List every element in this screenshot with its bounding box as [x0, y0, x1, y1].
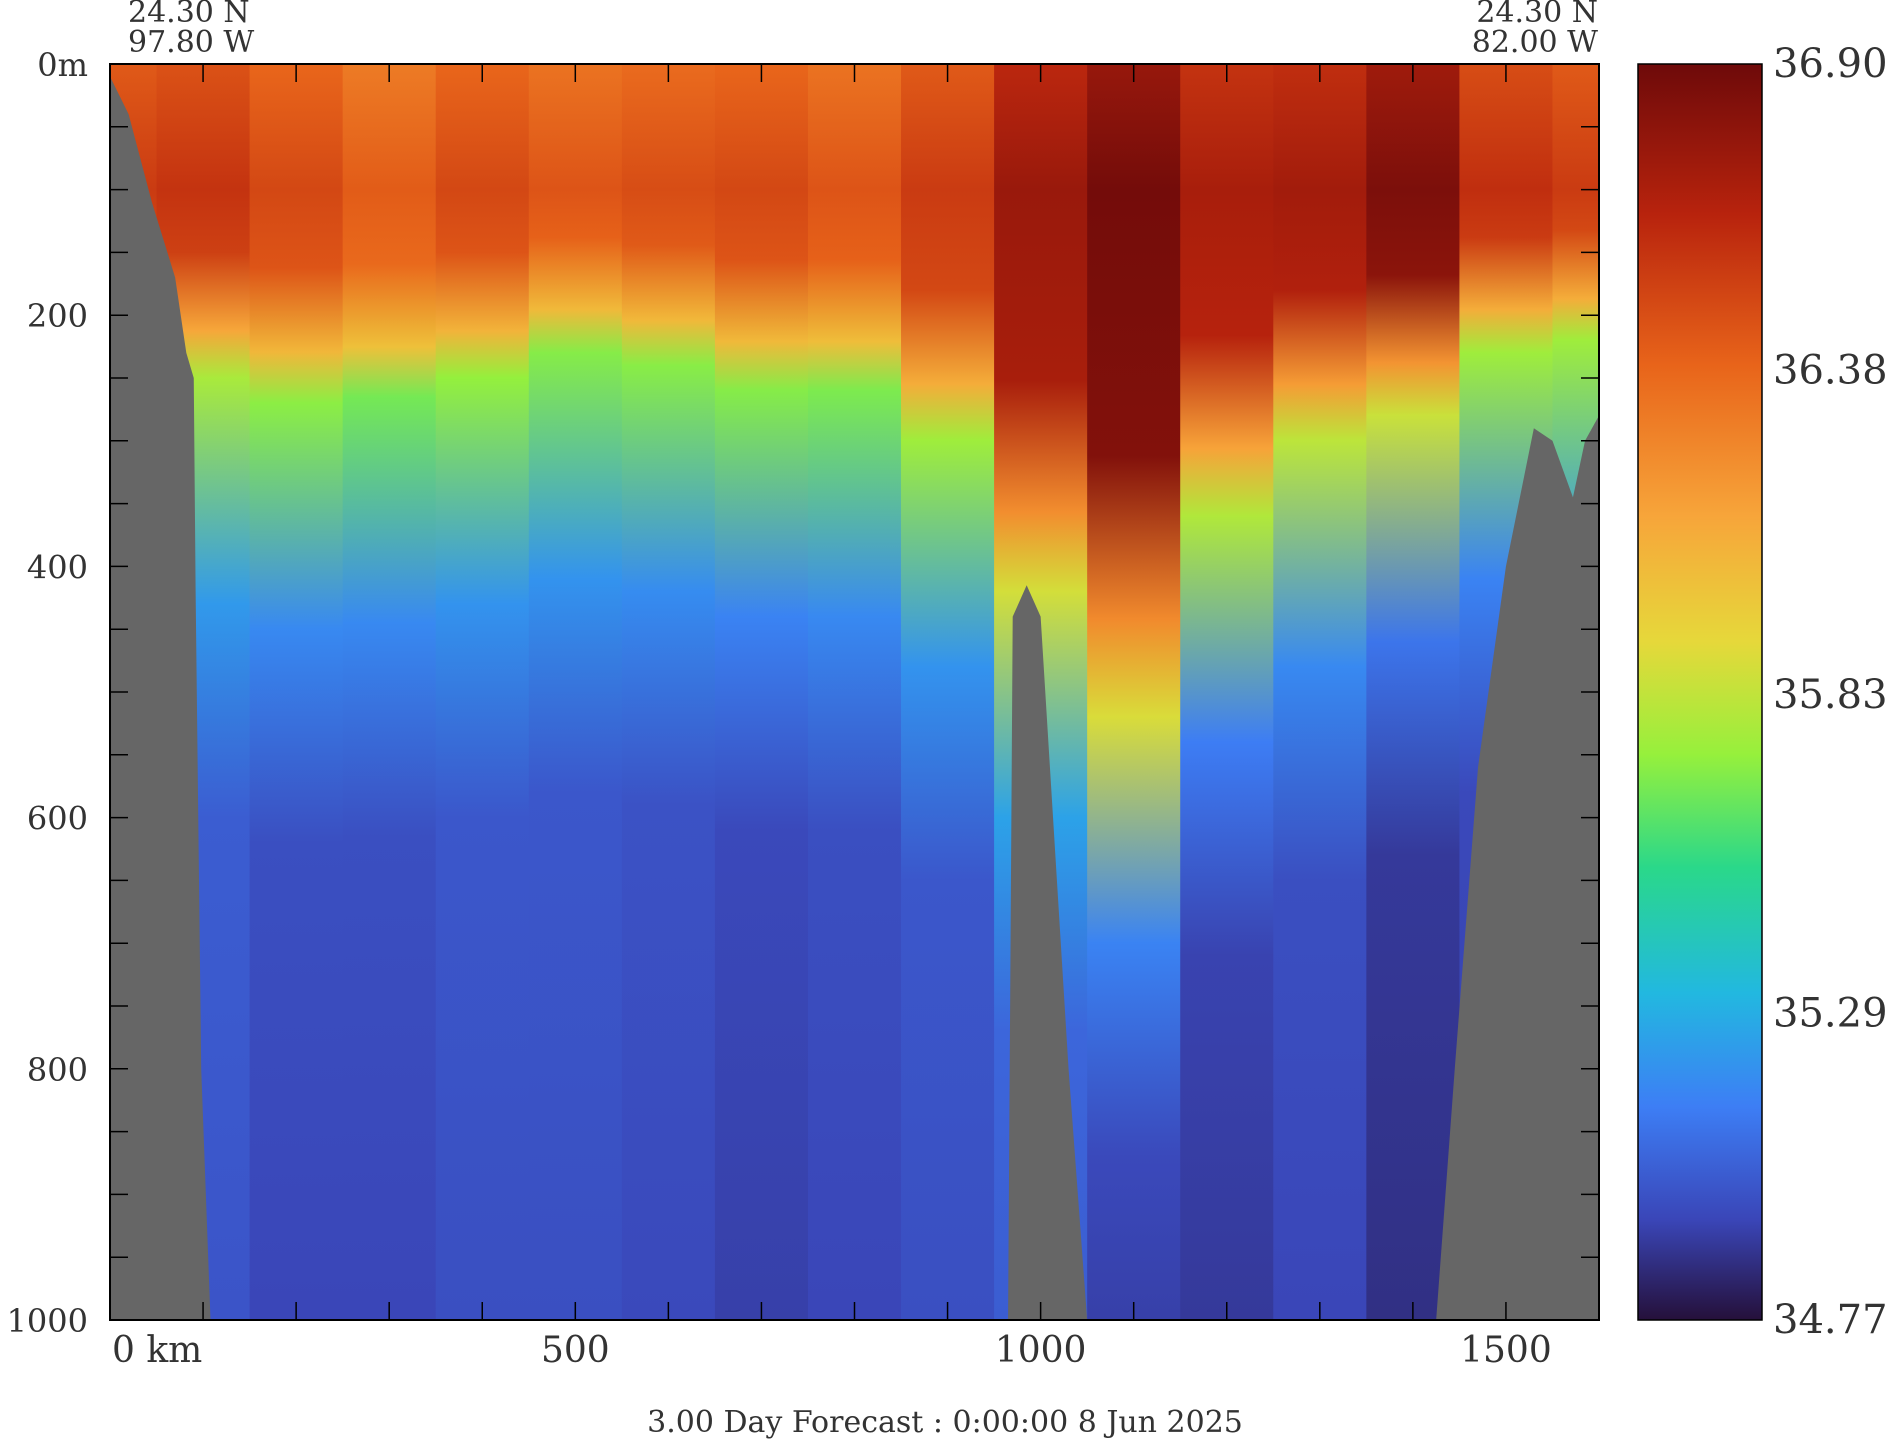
- field-column: [901, 64, 995, 1320]
- field-column: [621, 64, 716, 1320]
- forecast-caption: 3.00 Day Forecast : 0:00:00 8 Jun 2025: [647, 1405, 1243, 1440]
- x-tick-label: 0 km: [112, 1330, 202, 1371]
- field-column: [714, 64, 809, 1320]
- field-column: [807, 64, 902, 1320]
- y-tick-label: 400: [27, 548, 88, 586]
- plot-area: [110, 64, 1599, 1320]
- colorbar-tick-label: 36.90: [1773, 41, 1888, 87]
- bathymetry-land: [110, 76, 1599, 1320]
- y-tick-label: 200: [27, 297, 88, 335]
- colorbar-tick-label: 35.83: [1773, 672, 1888, 718]
- field-column: [528, 64, 623, 1320]
- y-tick-label: 1000: [7, 1302, 88, 1340]
- x-tick-label: 500: [541, 1330, 610, 1371]
- colorbar: 36.90 36.38 35.83 35.29 34.77: [1637, 41, 1888, 1343]
- salinity-field: [110, 64, 1599, 1320]
- field-column: [1087, 64, 1181, 1320]
- top-left-lat: 24.30 N: [128, 0, 250, 30]
- y-tick-label: 800: [27, 1051, 88, 1089]
- field-column: [342, 64, 437, 1320]
- colorbar-gradient: [1637, 63, 1763, 1321]
- x-tick-label: 1500: [1460, 1330, 1552, 1371]
- colorbar-tick-label: 36.38: [1773, 348, 1888, 394]
- top-right-lon: 82.00 W: [1472, 25, 1598, 60]
- x-tick-label: 1000: [995, 1330, 1087, 1371]
- top-left-lon: 97.80 W: [128, 25, 254, 60]
- field-column: [1273, 64, 1367, 1320]
- top-right-lat: 24.30 N: [1476, 0, 1598, 30]
- colorbar-labels: 36.90 36.38 35.83 35.29 34.77: [1773, 41, 1888, 1343]
- colorbar-tick-label: 34.77: [1773, 1297, 1888, 1343]
- axes: 0 km 500 1000 1500 0m 200 400 600 800 1000: [7, 46, 1599, 1371]
- y-tick-label: 0m: [37, 46, 88, 84]
- colorbar-tick-label: 35.29: [1773, 990, 1888, 1036]
- y-tick-label: 600: [27, 800, 88, 838]
- field-column: [1366, 64, 1460, 1320]
- field-column: [1180, 64, 1274, 1320]
- field-column: [435, 64, 530, 1320]
- field-column: [249, 64, 344, 1320]
